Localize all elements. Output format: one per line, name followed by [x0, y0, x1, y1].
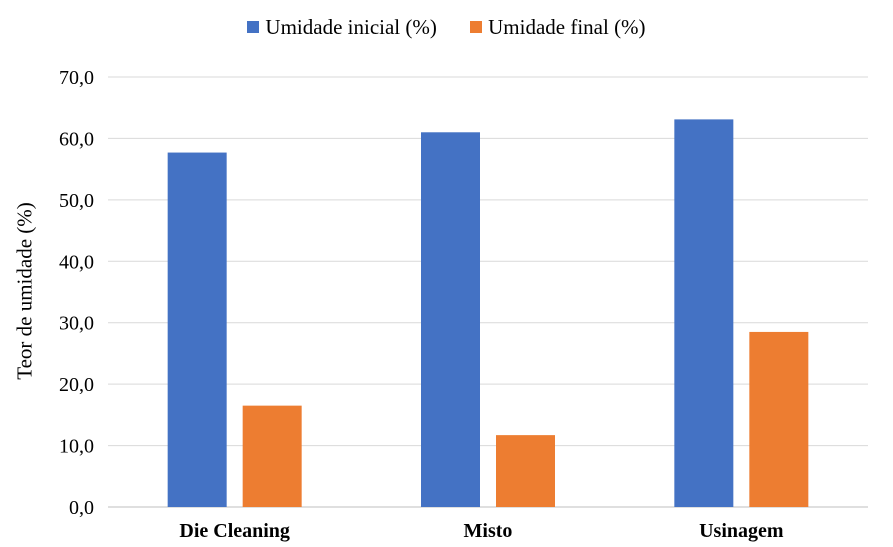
y-tick-label: 30,0	[59, 313, 94, 335]
x-tick-label: Misto	[464, 520, 513, 542]
y-tick-label: 50,0	[59, 190, 94, 212]
y-tick-label: 10,0	[59, 436, 94, 458]
legend-swatch-initial-icon	[247, 21, 260, 33]
chart-legend: Umidade inicial (%) Umidade final (%)	[0, 14, 893, 40]
bar	[674, 119, 734, 507]
bar	[421, 132, 480, 508]
legend-label-final: Umidade final (%)	[488, 14, 646, 39]
y-tick-label: 40,0	[59, 251, 94, 273]
bar	[749, 331, 809, 507]
bar	[242, 405, 302, 507]
x-tick-label: Usinagem	[699, 520, 784, 542]
legend-item-initial: Umidade inicial (%)	[247, 14, 437, 40]
bar	[496, 435, 555, 507]
x-tick-label: Die Cleaning	[179, 520, 290, 542]
legend-swatch-final-icon	[470, 21, 483, 33]
y-tick-label: 0,0	[69, 497, 94, 519]
legend-label-initial: Umidade inicial (%)	[265, 14, 437, 39]
y-tick-label: 60,0	[59, 128, 94, 150]
bar	[167, 152, 227, 508]
legend-item-final: Umidade final (%)	[470, 14, 646, 40]
y-tick-label: 70,0	[59, 67, 94, 89]
y-tick-label: 20,0	[59, 374, 94, 396]
